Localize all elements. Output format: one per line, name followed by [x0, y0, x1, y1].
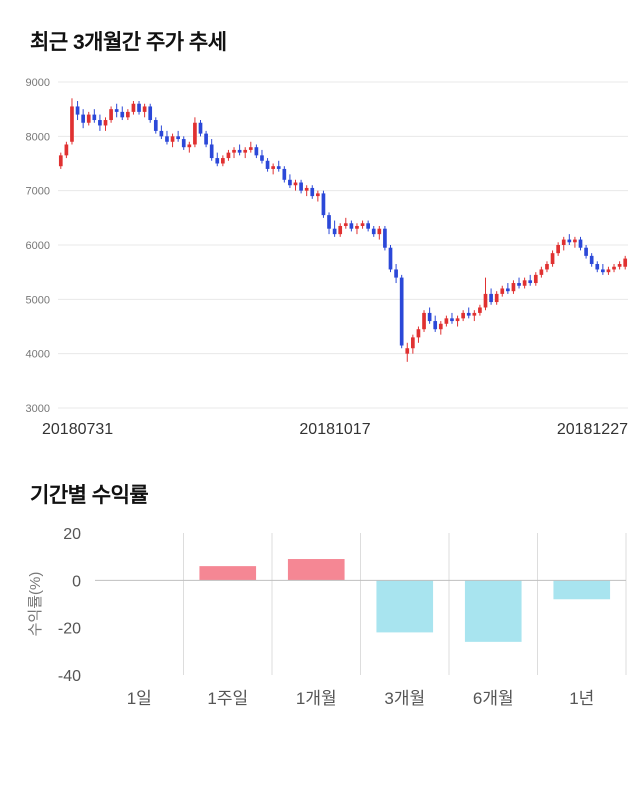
- x-tick-start: 20180731: [42, 421, 114, 438]
- svg-text:6000: 6000: [26, 240, 50, 252]
- x-tick-end: 20181227: [556, 421, 628, 438]
- svg-text:-40: -40: [58, 668, 81, 685]
- svg-text:3000: 3000: [26, 403, 50, 415]
- svg-text:0: 0: [72, 573, 81, 590]
- svg-text:1개월: 1개월: [296, 689, 337, 708]
- svg-text:3개월: 3개월: [384, 689, 425, 708]
- price-chart-x-axis: 20180731 20181017 20181227: [0, 415, 640, 439]
- svg-text:20: 20: [63, 526, 81, 543]
- svg-text:1주일: 1주일: [207, 689, 248, 708]
- price-chart-svg: 9000 8000 7000 6000 5000 4000 3000: [26, 77, 628, 415]
- svg-text:5000: 5000: [26, 294, 50, 306]
- x-tick-middle: 20181017: [299, 421, 371, 438]
- svg-text:6개월: 6개월: [473, 689, 514, 708]
- svg-text:수익률(%): 수익률(%): [27, 572, 44, 637]
- svg-text:8000: 8000: [26, 131, 50, 143]
- svg-text:4000: 4000: [26, 349, 50, 361]
- svg-text:9000: 9000: [26, 77, 50, 89]
- returns-chart-title: 기간별 수익률: [30, 484, 149, 507]
- svg-text:7000: 7000: [26, 186, 50, 198]
- price-chart-title: 최근 3개월간 주가 추세: [30, 31, 227, 54]
- returns-chart-svg: 20 0 -20 -40 1일 1주일 1개월 3개월 6개월 1년 수익률(%): [27, 526, 627, 708]
- svg-text:-20: -20: [58, 621, 81, 638]
- svg-text:1일: 1일: [127, 689, 152, 708]
- svg-text:1년: 1년: [569, 689, 594, 708]
